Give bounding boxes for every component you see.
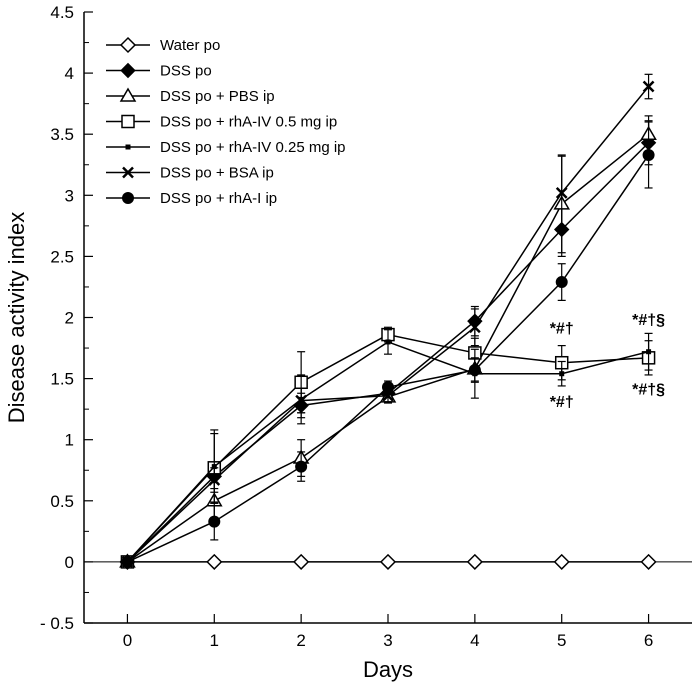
series-layer: [119, 73, 657, 570]
legend-item: DSS po + rhA-IV 0.25 mg ip: [106, 139, 346, 156]
legend-marker: [122, 166, 134, 179]
x-tick-label: 0: [123, 631, 132, 650]
y-tick-label: 0: [65, 553, 74, 572]
significance-annotation: *#†§: [632, 382, 665, 399]
series-line: [126, 341, 649, 563]
axes: - 0.5 0 0.5 1 1.5 2 2.5 3 3.5 4 4.5 0 1 2 3 4 5 6: [40, 3, 692, 650]
data-point: [121, 555, 134, 568]
x-tick-label: 5: [557, 631, 566, 650]
x-tick-label: 4: [470, 631, 479, 650]
data-point: [642, 148, 655, 161]
legend-label: DSS po + BSA ip: [160, 165, 274, 182]
x-marker-stroke: [208, 474, 221, 486]
legend-item: DSS po + BSA ip: [106, 165, 274, 182]
data-point: [379, 553, 397, 570]
series-3: [120, 326, 656, 569]
y-axis-title: Disease activity index: [4, 212, 29, 424]
data-point: [466, 553, 483, 570]
y-tick-label: 1.5: [50, 370, 74, 389]
legend-item: DSS po + rhA-I ip: [106, 190, 277, 207]
significance-annotation: *#†: [550, 320, 574, 337]
legend-label: DSS po + rhA-IV 0.25 mg ip: [160, 139, 346, 156]
data-point: [553, 553, 570, 570]
x-marker-stroke: [295, 394, 308, 407]
x-tick-label: 6: [644, 631, 653, 650]
legend-marker: [119, 87, 137, 102]
legend-item: DSS po + rhA-IV 0.5 mg ip: [106, 114, 337, 131]
legend-item: DSS po + PBS ip: [106, 87, 275, 105]
data-point: [559, 371, 565, 377]
data-point: [382, 389, 394, 402]
significance-annotation: *#†§: [632, 312, 665, 329]
y-tick-label: 4: [65, 64, 74, 83]
data-point: [295, 460, 308, 473]
x-marker-stroke: [555, 186, 568, 199]
series-6: [121, 121, 655, 568]
x-axis-title: Days: [363, 657, 413, 682]
x-tick-label: 1: [210, 631, 219, 650]
series-line: [126, 333, 649, 563]
y-tick-label: 3: [65, 186, 74, 205]
data-point: [468, 321, 481, 334]
legend-label: DSS po + rhA-IV 0.5 mg ip: [160, 114, 337, 131]
y-tick-label: 1: [65, 431, 74, 450]
y-tick-label: 2: [65, 309, 74, 328]
annotations: *#† *#† *#†§ *#†§: [550, 312, 665, 411]
legend-marker: [120, 62, 136, 79]
data-point: [295, 394, 308, 407]
significance-annotation: *#†: [550, 394, 574, 411]
legend-marker: [121, 114, 135, 129]
data-point: [208, 474, 221, 486]
x-tick-label: 2: [296, 631, 305, 650]
legend-label: DSS po + PBS ip: [160, 88, 275, 105]
data-point: [293, 553, 310, 570]
x-tick-label: 3: [383, 631, 392, 650]
x-marker-stroke: [468, 321, 481, 334]
legend-label: DSS po: [160, 63, 212, 80]
x-marker-stroke: [122, 166, 134, 179]
y-tick-label: 2.5: [50, 247, 74, 266]
data-point: [555, 186, 568, 199]
legend-marker: [125, 144, 131, 150]
legend: Water po DSS po DSS po + PBS ip DSS po + rh…: [106, 36, 346, 207]
y-tick-label: 4.5: [50, 3, 74, 22]
legend-item: Water po: [106, 36, 220, 54]
data-point: [385, 339, 391, 345]
y-tick-label: 0.5: [50, 492, 74, 511]
legend-label: Water po: [160, 37, 220, 54]
x-marker-stroke: [382, 389, 394, 402]
legend-marker: [119, 36, 137, 54]
series-4: [124, 329, 653, 565]
legend-item: DSS po: [106, 63, 212, 80]
data-point: [208, 515, 221, 528]
y-tick-label: 3.5: [50, 125, 74, 144]
x-marker-stroke: [642, 80, 655, 93]
data-point: [640, 553, 657, 570]
series-line: [127, 154, 650, 563]
data-point: [642, 80, 655, 93]
legend-marker: [122, 192, 134, 204]
legend-label: DSS po + rhA-I ip: [160, 190, 277, 207]
data-point: [206, 553, 223, 570]
data-point: [646, 349, 652, 355]
data-point: [468, 364, 481, 377]
data-point: [555, 276, 568, 289]
data-point: [211, 464, 217, 470]
series-0: [119, 553, 657, 570]
y-tick-label: - 0.5: [40, 614, 74, 633]
data-point: [382, 381, 394, 394]
